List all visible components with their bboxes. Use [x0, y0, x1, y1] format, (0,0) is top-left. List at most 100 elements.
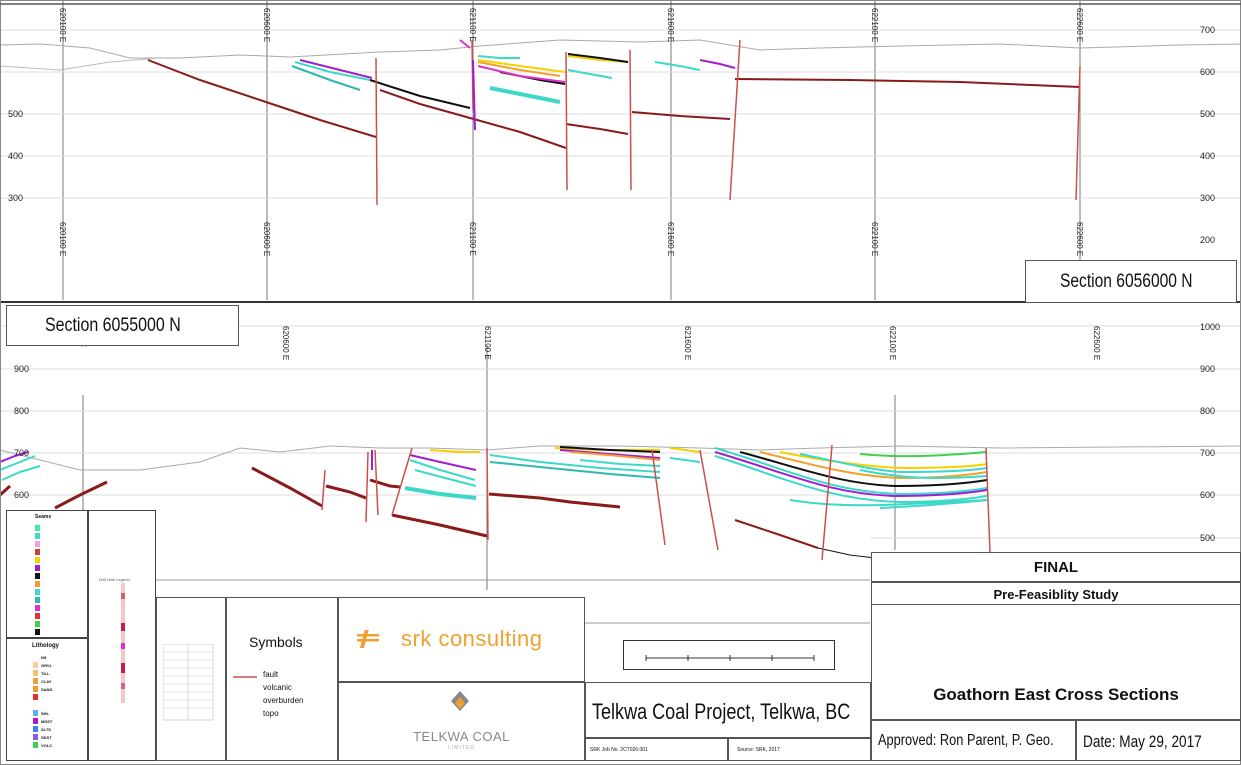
top-elevation-label-right: 200	[1200, 235, 1215, 245]
lithology-item: NS	[33, 653, 87, 661]
lithology-swatch	[33, 702, 38, 708]
source-box: Source: SRK, 2017	[728, 738, 871, 761]
lithology-swatch	[33, 742, 38, 748]
lithology-item: SAND	[33, 685, 87, 693]
lithology-item: SHL	[33, 709, 87, 717]
lithology-item: TILL	[33, 669, 87, 677]
top-elevation-label-right: 300	[1200, 193, 1215, 203]
lithology-swatch	[33, 662, 38, 668]
symbol-label: overburden	[263, 696, 304, 705]
lithology-label: SDST	[41, 734, 52, 740]
study-label: Pre-Feasiblity Study	[993, 587, 1119, 602]
drawing-title: Goathorn East Cross Sections	[933, 685, 1179, 704]
bottom-elevation-labels-right: 1000 900 800 700 600 500	[1200, 322, 1220, 543]
status-label: FINAL	[1033, 559, 1079, 576]
bottom-coloured-seams	[0, 446, 988, 509]
section-6056000-title: Section 6056000 N	[1060, 271, 1193, 292]
bottom-elevation-label-right: 1000	[1200, 322, 1220, 332]
bottom-elevation-label-left: 900	[14, 364, 29, 374]
lithology-list: NS GRVL TILL CLAY SAND SHL MDST SLTS SDST VOLC	[33, 653, 87, 749]
top-gridlines	[62, 0, 1081, 300]
bottom-faults	[321, 444, 991, 561]
lithology-legend-box: Lithology NS GRVL TILL CLAY SAND SHL MDST SLTS S…	[6, 638, 88, 761]
symbols-title: Symbols	[249, 634, 303, 650]
top-easting-label-lower: 620100 E	[58, 222, 67, 256]
telkwa-logo-box: TELKWA COAL LIMITED	[338, 682, 585, 761]
fault-symbol	[233, 676, 257, 678]
lithology-item: SDST	[33, 733, 87, 741]
lithology-swatch	[33, 726, 38, 732]
date-box: Date: May 29, 2017	[1076, 720, 1241, 761]
srk-logo-icon	[357, 630, 379, 648]
lithology-item: VOLC	[33, 741, 87, 749]
top-elevation-label-left: 500	[8, 109, 23, 119]
top-elevation-label-left: 400	[8, 151, 23, 161]
lithology-item: MDST	[33, 717, 87, 725]
date-text: Date: May 29, 2017	[1083, 732, 1202, 751]
top-elevation-label-right: 700	[1200, 25, 1215, 35]
section-6055000-title: Section 6055000 N	[45, 315, 181, 336]
top-seam-lines	[147, 59, 1081, 149]
lithology-label: GRVL	[41, 662, 53, 668]
top-easting-label-upper: 620100 E	[58, 8, 67, 42]
top-section-panel	[0, 0, 1241, 303]
section-6055000-title-box: Section 6055000 N	[6, 305, 239, 346]
top-easting-label-lower: 621100 E	[468, 222, 477, 256]
study-box: Pre-Feasiblity Study Goathorn East Cross…	[871, 582, 1241, 720]
lithology-swatch	[33, 654, 38, 660]
lithology-label: NS	[41, 654, 47, 660]
telkwa-logo-icon	[451, 691, 469, 711]
top-elevation-lines	[0, 29, 1241, 199]
lithology-swatch	[33, 694, 38, 700]
job-number: SRK Job No. 2CT026.001	[590, 747, 648, 753]
lithology-label: TILL	[41, 670, 50, 676]
top-easting-label-upper: 621600 E	[666, 8, 675, 42]
bottom-elevation-label-right: 800	[1200, 406, 1215, 416]
section-6056000-title-box: Section 6056000 N	[1025, 260, 1237, 303]
lithology-label: CLAY	[41, 678, 52, 684]
top-coloured-seams	[291, 39, 736, 109]
lithology-legend-title: Lithology	[32, 643, 59, 649]
top-elevation-label-right: 600	[1200, 67, 1215, 77]
lithology-item: SLTS	[33, 725, 87, 733]
bottom-easting-label: 622100 E	[888, 326, 897, 360]
seams-legend-box: Seams	[6, 510, 88, 638]
bottom-elevation-lines	[0, 325, 1241, 539]
top-easting-label-upper: 621100 E	[468, 8, 477, 42]
lithology-swatch	[33, 710, 38, 716]
top-topo-line	[0, 39, 1241, 59]
top-easting-labels-lower: 620100 E 620600 E 621100 E 621600 E 622100 E…	[58, 222, 1084, 256]
bottom-easting-label: 621100 E	[483, 326, 492, 360]
bottom-easting-label: 621600 E	[683, 326, 692, 360]
drill-hole-symbol	[121, 583, 125, 703]
top-easting-label-lower: 622100 E	[870, 222, 879, 256]
seams-swatches	[35, 525, 40, 635]
top-elevation-label-right: 500	[1200, 109, 1215, 119]
scale-bar	[645, 655, 815, 661]
lithology-swatch	[33, 734, 38, 740]
lithology-label: VOLC	[41, 742, 53, 748]
job-number-box: SRK Job No. 2CT026.001	[585, 738, 728, 761]
symbol-label: volcanic	[263, 683, 292, 692]
top-easting-labels-upper: 620100 E 620600 E 621100 E 621600 E 622100 E…	[58, 8, 1084, 42]
top-elevation-label-right: 400	[1200, 151, 1215, 161]
lithology-label: SLTS	[41, 726, 51, 732]
top-easting-label-lower: 620600 E	[262, 222, 271, 256]
bottom-elevation-label-right: 500	[1200, 533, 1215, 543]
top-faults	[375, 39, 1081, 206]
top-easting-label-upper: 620600 E	[262, 8, 271, 42]
top-elevation-labels-right: 700 600 500 400 300 200	[1200, 25, 1215, 245]
lithology-item	[33, 701, 87, 709]
lithology-swatch	[33, 678, 38, 684]
project-title-box: Telkwa Coal Project, Telkwa, BC	[585, 682, 871, 738]
project-title: Telkwa Coal Project, Telkwa, BC	[592, 699, 851, 724]
bottom-topo-line	[0, 445, 1241, 471]
source-text: Source: SRK, 2017	[737, 747, 780, 753]
seams-legend-title: Seams	[35, 514, 52, 520]
lithology-label: SHL	[41, 710, 49, 716]
bottom-easting-label: 622600 E	[1092, 326, 1101, 360]
status-box: FINAL	[871, 552, 1241, 582]
bottom-elevation-label-left: 700	[14, 448, 29, 458]
bottom-elevation-label-left: 800	[14, 406, 29, 416]
